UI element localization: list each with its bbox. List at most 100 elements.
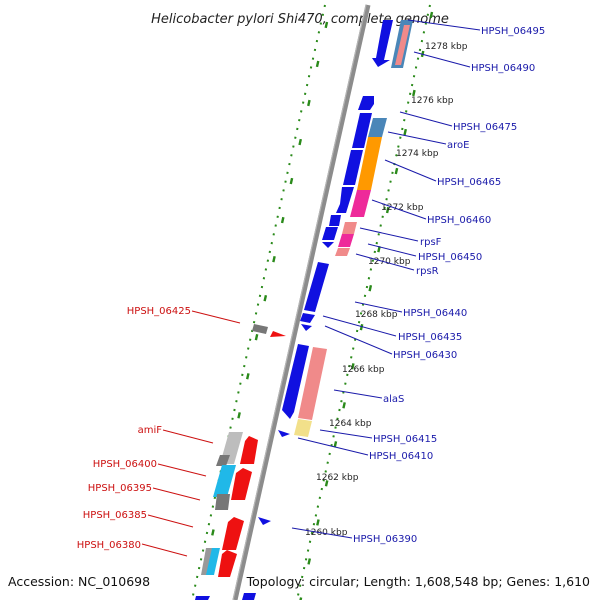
left-gene-labels: HPSH_06425 amiF HPSH_06400 HPSH_06395 HP… <box>77 306 191 551</box>
gene-label: HPSH_06440 <box>403 308 467 319</box>
leader-line <box>333 389 383 399</box>
gene-hpsh-06400 <box>213 465 236 497</box>
gene-bottom-blue-2 <box>242 593 256 600</box>
gene-label: HPSH_06390 <box>353 534 417 545</box>
gene-label: HPSH_06400 <box>93 459 157 470</box>
gene-rpsR <box>335 248 350 256</box>
gene-hpsh-06395 <box>215 494 230 510</box>
guide-dots-outer-left <box>191 4 326 600</box>
gene-hpsh-06390 <box>258 517 271 525</box>
leader-line <box>147 514 194 528</box>
gene-label: HPSH_06410 <box>369 451 433 462</box>
gene-hpsh-06410 <box>278 430 290 437</box>
gene-hpsh-06420 <box>282 344 309 419</box>
forward-strand-genes <box>258 20 413 525</box>
tick-label: 1266 kbp <box>342 365 385 375</box>
gene-rpsF-pink <box>342 222 357 234</box>
gene-label: HPSH_06465 <box>437 177 501 188</box>
leader-line <box>371 199 427 220</box>
gene-label: aroE <box>447 140 469 151</box>
tick-label: 1276 kbp <box>411 96 454 106</box>
gene-hpsh-06490-inner <box>395 25 410 65</box>
map-title: Helicobacter pylori Shi470, complete gen… <box>151 12 449 27</box>
tick-label: 1260 kbp <box>305 528 348 538</box>
leader-line <box>297 437 369 456</box>
gene-label: HPSH_06395 <box>88 483 152 494</box>
left-leader-lines <box>141 310 241 557</box>
tick-label: 1278 kbp <box>425 42 468 52</box>
gene-hpsh-06495 <box>372 20 393 67</box>
leader-line <box>355 253 415 271</box>
gene-label: rpsR <box>416 266 439 277</box>
backbone <box>232 4 371 600</box>
gene-hpsh-06425 <box>270 331 286 337</box>
leader-line <box>384 159 437 182</box>
gene-label: HPSH_06435 <box>398 332 462 343</box>
leader-line <box>387 131 447 145</box>
leader-line <box>291 527 353 539</box>
topology-summary: Topology: circular; Length: 1,608,548 bp… <box>246 574 590 589</box>
gene-small-blue-3 <box>322 242 334 248</box>
gene-label: rpsF <box>420 237 442 248</box>
tick-label: 1268 kbp <box>355 310 398 320</box>
gene-blue-mid <box>352 113 372 148</box>
gene-hpsh-06415 <box>294 419 312 437</box>
gene-hpsh-06380 <box>206 548 220 575</box>
gene-red-1 <box>240 436 258 464</box>
gene-hpsh-06465 <box>350 190 371 217</box>
accession-text: Accession: NC_010698 <box>8 574 150 589</box>
leader-line <box>152 487 201 501</box>
leader-line <box>407 19 481 31</box>
leader-line <box>324 325 393 355</box>
guide-dashes-left <box>196 21 329 600</box>
gene-label: HPSH_06430 <box>393 350 457 361</box>
leader-line <box>322 315 397 337</box>
gene-label: HPSH_06460 <box>427 215 491 226</box>
gene-label: alaS <box>383 394 404 405</box>
gene-hpsh-06430 <box>301 324 312 331</box>
tick-label: 1270 kbp <box>368 257 411 267</box>
gene-alaS <box>298 347 327 420</box>
leader-line <box>354 301 403 313</box>
tick-labels: 1278 kbp 1276 kbp 1274 kbp 1272 kbp 1270… <box>305 42 468 538</box>
gene-hpsh-06400-grey <box>216 455 230 466</box>
gene-small-blue-1 <box>329 215 341 226</box>
tick-label: 1262 kbp <box>316 473 359 483</box>
gene-label: HPSH_06450 <box>418 252 482 263</box>
gene-label: HPSH_06425 <box>127 306 191 317</box>
gene-hpsh-06475 <box>368 118 387 137</box>
gene-hpsh-06385 <box>222 517 244 550</box>
leader-line <box>413 51 471 68</box>
gene-red-3 <box>218 550 237 577</box>
gene-small-blue-2 <box>322 227 338 240</box>
right-leader-lines <box>291 19 481 539</box>
leader-line <box>162 429 214 444</box>
gene-rpsF <box>338 234 354 247</box>
gene-hpsh-06425-grey <box>252 324 268 334</box>
gene-aroE <box>357 137 382 190</box>
gene-hpsh-06440 <box>304 262 329 312</box>
leader-line <box>141 543 188 557</box>
right-gene-labels: HPSH_06495 HPSH_06490 HPSH_06475 aroE HP… <box>353 26 545 545</box>
gene-blue-lower <box>343 150 363 185</box>
reverse-strand-genes <box>195 324 286 600</box>
leader-line <box>367 243 417 257</box>
leader-line <box>359 227 419 242</box>
leader-line <box>191 310 241 324</box>
gene-hpsh-06435 <box>300 313 315 323</box>
gene-red-2 <box>231 468 252 500</box>
tick-label: 1264 kbp <box>329 419 372 429</box>
gene-label: amiF <box>138 425 163 436</box>
gene-label: HPSH_06495 <box>481 26 545 37</box>
gene-bottom-blue-1 <box>195 596 210 600</box>
tick-label: 1272 kbp <box>381 203 424 213</box>
gene-label: HPSH_06385 <box>83 510 147 521</box>
gene-label: HPSH_06415 <box>373 434 437 445</box>
gene-hpsh-06460 <box>336 187 354 213</box>
leader-line <box>157 463 207 477</box>
gene-label: HPSH_06475 <box>453 122 517 133</box>
tick-label: 1274 kbp <box>396 149 439 159</box>
gene-label: HPSH_06490 <box>471 63 535 74</box>
gene-label: HPSH_06380 <box>77 540 141 551</box>
